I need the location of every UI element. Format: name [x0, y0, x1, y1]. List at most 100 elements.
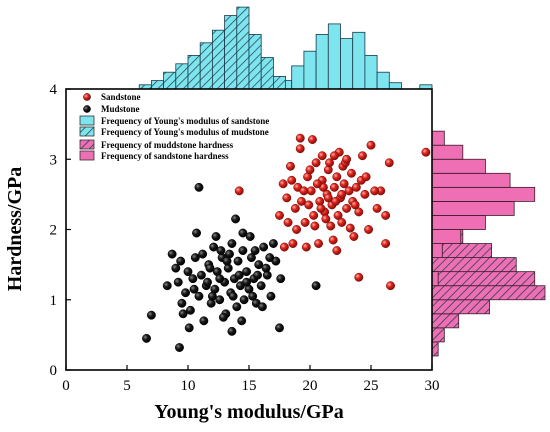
sandstone-point	[310, 221, 320, 231]
mudstone-point	[216, 246, 226, 256]
x-tick-label: 25	[364, 378, 379, 394]
sandstone-point	[381, 211, 391, 220]
sandstone-point	[342, 203, 352, 213]
mudstone-point	[215, 295, 225, 305]
mudstone-point	[218, 312, 228, 322]
sandstone-point	[282, 193, 292, 203]
histogram-bar-solid	[364, 55, 378, 90]
sandstone-point	[328, 235, 338, 245]
mudstone-point	[245, 232, 255, 241]
sandstone-point	[292, 225, 302, 234]
sandstone-point	[314, 239, 323, 249]
mudstone-point	[266, 291, 276, 301]
legend-label: Frequency of muddstone hardness	[101, 140, 234, 150]
mudstone-point	[242, 277, 252, 287]
histogram-bar-solid	[431, 271, 439, 287]
scatter-points	[142, 133, 431, 352]
mudstone-point	[222, 256, 232, 266]
y-axis-title: Hardness/GPa	[4, 167, 26, 291]
sandstone-point	[360, 189, 370, 199]
sandstone-point	[234, 186, 244, 196]
mudstone-point	[176, 256, 186, 266]
mudstone-point	[253, 270, 262, 280]
histogram-bar-solid	[431, 158, 486, 174]
mudstone-point	[178, 309, 188, 319]
sandstone-point	[290, 203, 300, 213]
histogram-bar-hatch	[188, 55, 201, 89]
sandstone-point	[332, 172, 342, 182]
legend-swatch-hatch	[80, 140, 94, 149]
histogram-bar-hatch	[432, 327, 445, 342]
sandstone-point	[301, 242, 311, 252]
sandstone-point	[337, 189, 347, 199]
mudstone-point	[227, 239, 237, 249]
histogram-bar-solid	[431, 130, 445, 146]
legend-label: Frequency of Young's modulus of sandston…	[101, 116, 269, 126]
mudstone-point	[311, 281, 321, 291]
legend-label: Frequency of Young's modulus of mudstone	[101, 127, 269, 137]
mudstone-point	[246, 253, 256, 263]
y-tick-label: 3	[50, 152, 58, 168]
sandstone-point	[286, 161, 295, 171]
histogram-bar-hatch	[236, 7, 249, 90]
mudstone-point	[171, 263, 181, 273]
legend: Sandstone Mudstone Frequency of Young's mo…	[79, 92, 269, 161]
sandstone-point	[295, 133, 305, 143]
sandstone-point	[329, 182, 339, 192]
sandstone-point	[364, 225, 374, 234]
histogram-bar-solid	[431, 172, 511, 188]
sandstone-point	[305, 165, 315, 175]
mudstone-point	[173, 277, 183, 287]
sandstone-point	[278, 179, 288, 189]
mudstone-point	[228, 291, 238, 301]
sandstone-point	[331, 196, 341, 206]
mudstone-point	[194, 291, 204, 301]
mudstone-point	[231, 214, 241, 224]
top-histogram	[138, 6, 433, 90]
histogram-bar-hatch	[139, 84, 152, 89]
mudstone-point	[181, 288, 191, 298]
sandstone-point	[304, 200, 314, 210]
mudstone-point	[167, 249, 177, 259]
sandstone-point	[325, 158, 334, 168]
mudstone-point	[257, 302, 267, 312]
histogram-bar-hatch	[163, 72, 176, 89]
mudstone-point	[199, 316, 209, 326]
sandstone-point	[361, 172, 371, 182]
mudstone-point	[162, 281, 172, 291]
sandstone-point	[317, 151, 327, 161]
mudstone-point	[205, 263, 215, 273]
histogram-bar-hatch	[175, 63, 188, 89]
sandstone-point	[279, 242, 289, 252]
mudstone-point	[190, 253, 200, 263]
sandstone-point	[311, 158, 321, 168]
sandstone-point	[326, 221, 336, 231]
mudstone-point	[184, 323, 194, 333]
mudstone-point	[146, 310, 156, 320]
histogram-bar-hatch	[432, 271, 535, 286]
sandstone-point	[287, 175, 297, 185]
histogram-bar-solid	[340, 38, 354, 90]
mudstone-point	[256, 281, 266, 291]
histogram-bar-solid	[315, 34, 329, 90]
mudstone-point	[238, 228, 248, 238]
mudstone-point	[175, 343, 184, 352]
x-tick-label: 15	[242, 378, 257, 394]
legend-swatch	[79, 150, 95, 161]
y-tick-label: 0	[50, 363, 58, 379]
sandstone-point	[366, 140, 376, 150]
sandstone-point	[354, 272, 364, 282]
sandstone-point	[332, 246, 342, 256]
mudstone-point	[189, 284, 199, 294]
histogram-bar-solid	[431, 229, 462, 244]
histogram-bar-hatch	[432, 313, 459, 328]
sandstone-point	[358, 151, 367, 161]
mudstone-point	[185, 305, 195, 315]
mudstone-point	[234, 270, 244, 280]
legend-swatch-hatch	[80, 127, 94, 136]
sandstone-point	[297, 196, 306, 206]
mudstone-point	[254, 260, 264, 270]
histogram-bar-solid	[388, 82, 402, 90]
sandstone-point	[300, 218, 310, 227]
histogram-bar-solid	[431, 144, 464, 160]
